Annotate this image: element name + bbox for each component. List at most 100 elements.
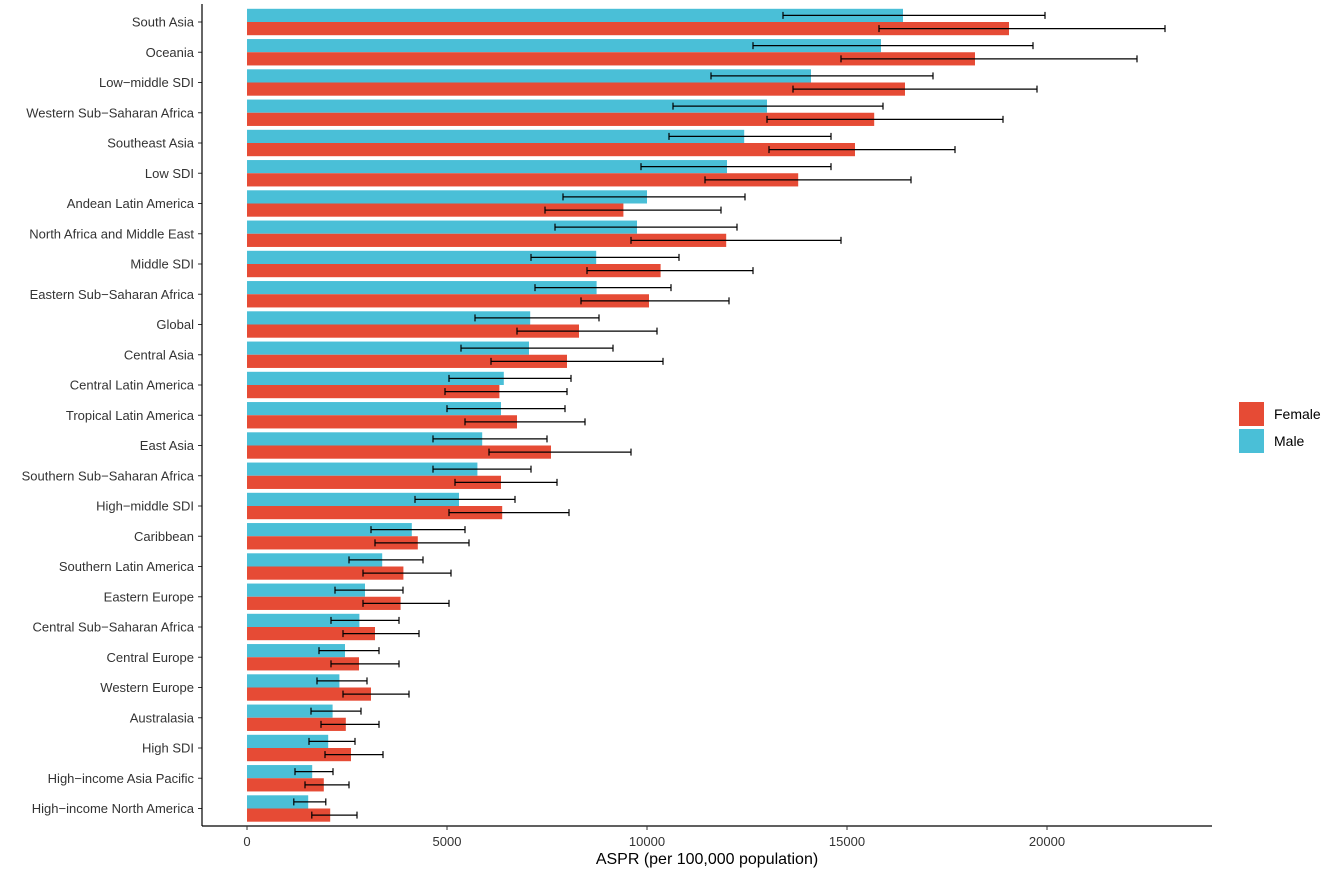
bar-male: [247, 8, 903, 22]
bar-male: [247, 644, 345, 658]
category-label: Eastern Sub−Saharan Africa: [30, 287, 195, 302]
bar-female: [247, 82, 905, 96]
x-tick-label: 20000: [1029, 834, 1065, 849]
errorbar-female: [488, 448, 632, 456]
errorbar-female: [342, 690, 410, 698]
bar-female: [247, 233, 727, 247]
errorbar-male: [460, 344, 614, 352]
errorbar-male: [640, 163, 832, 171]
bar-female: [247, 52, 975, 66]
category-label: High−income Asia Pacific: [48, 771, 195, 786]
errorbar-female: [311, 811, 358, 819]
errorbar-male: [668, 132, 832, 140]
errorbar-male: [432, 465, 532, 473]
bar-male: [247, 432, 483, 446]
bar-male: [247, 674, 340, 688]
category-label: Andean Latin America: [67, 196, 195, 211]
errorbar-male: [782, 11, 1046, 19]
errorbar-male: [530, 253, 680, 261]
bar-male: [247, 160, 727, 174]
category-label: High−income North America: [32, 801, 195, 816]
bar-male: [247, 69, 811, 83]
bar-male: [247, 795, 309, 809]
bar-female: [247, 415, 517, 429]
category-label: Central Sub−Saharan Africa: [32, 620, 194, 635]
category-label: South Asia: [132, 15, 195, 30]
errorbar-female: [374, 539, 470, 547]
errorbar-male: [334, 586, 404, 594]
bar-female: [247, 566, 404, 580]
errorbar-male: [316, 677, 368, 685]
bar-male: [247, 492, 459, 506]
category-label: Western Europe: [100, 680, 194, 695]
category-label: Southern Sub−Saharan Africa: [22, 468, 195, 483]
errorbar-male: [414, 495, 516, 503]
category-label: Middle SDI: [130, 257, 194, 272]
bar-female: [247, 112, 875, 126]
bar-male: [247, 734, 329, 748]
errorbar-female: [362, 599, 450, 607]
x-tick-label: 5000: [433, 834, 462, 849]
category-label: Central Asia: [124, 347, 195, 362]
errorbar-female: [444, 388, 568, 396]
bar-male: [247, 402, 501, 416]
legend-label-male: Male: [1274, 433, 1305, 449]
bar-male: [247, 281, 597, 295]
bar-female: [247, 596, 401, 610]
errorbar-female: [454, 478, 558, 486]
errorbar-female: [342, 630, 420, 638]
bar-female: [247, 324, 579, 338]
category-label: Eastern Europe: [104, 589, 194, 604]
errorbar-female: [840, 55, 1138, 63]
errorbars-layer: [293, 11, 1166, 819]
category-label: Caribbean: [134, 529, 194, 544]
bar-female: [247, 808, 331, 822]
category-label: North Africa and Middle East: [29, 226, 194, 241]
bar-male: [247, 311, 531, 325]
bar-male: [247, 190, 647, 204]
category-labels: South Asia Oceania Low−middle SDI Western S…: [22, 15, 202, 816]
errorbar-male: [370, 526, 466, 534]
errorbar-male: [446, 405, 566, 413]
errorbar-male: [554, 223, 738, 231]
legend-key-female: [1239, 402, 1264, 426]
category-label: Southern Latin America: [59, 559, 195, 574]
errorbar-male: [562, 193, 746, 201]
category-label: High SDI: [142, 741, 194, 756]
errorbar-female: [630, 236, 842, 244]
legend: Female Male: [1239, 402, 1321, 453]
category-label: Central Europe: [107, 650, 194, 665]
errorbar-female: [330, 660, 400, 668]
errorbar-male: [534, 284, 672, 292]
category-label: Tropical Latin America: [66, 408, 195, 423]
bar-female: [247, 22, 1009, 36]
x-tick-label: 0: [243, 834, 250, 849]
legend-label-female: Female: [1274, 406, 1321, 422]
bar-female: [247, 203, 624, 217]
errorbar-female: [766, 115, 1004, 123]
errorbar-male: [752, 42, 1034, 50]
bars-layer: [247, 8, 1009, 822]
errorbar-male: [474, 314, 600, 322]
errorbar-female: [878, 25, 1166, 33]
errorbar-female: [464, 418, 586, 426]
errorbar-male: [294, 768, 334, 776]
bar-male: [247, 39, 881, 53]
category-label: East Asia: [140, 438, 195, 453]
bar-female: [247, 354, 567, 368]
errorbar-female: [448, 509, 570, 517]
x-tick-label: 10000: [629, 834, 665, 849]
errorbar-male: [293, 798, 327, 806]
bar-male: [247, 220, 637, 234]
errorbar-female: [544, 206, 722, 214]
category-label: Western Sub−Saharan Africa: [26, 105, 195, 120]
errorbar-female: [580, 297, 730, 305]
bar-female: [247, 445, 551, 459]
bar-male: [247, 129, 745, 143]
category-label: Southeast Asia: [107, 136, 194, 151]
bar-male: [247, 341, 529, 355]
errorbar-male: [448, 374, 572, 382]
errorbar-male: [318, 647, 380, 655]
category-label: Australasia: [130, 710, 195, 725]
category-label: Global: [156, 317, 194, 332]
